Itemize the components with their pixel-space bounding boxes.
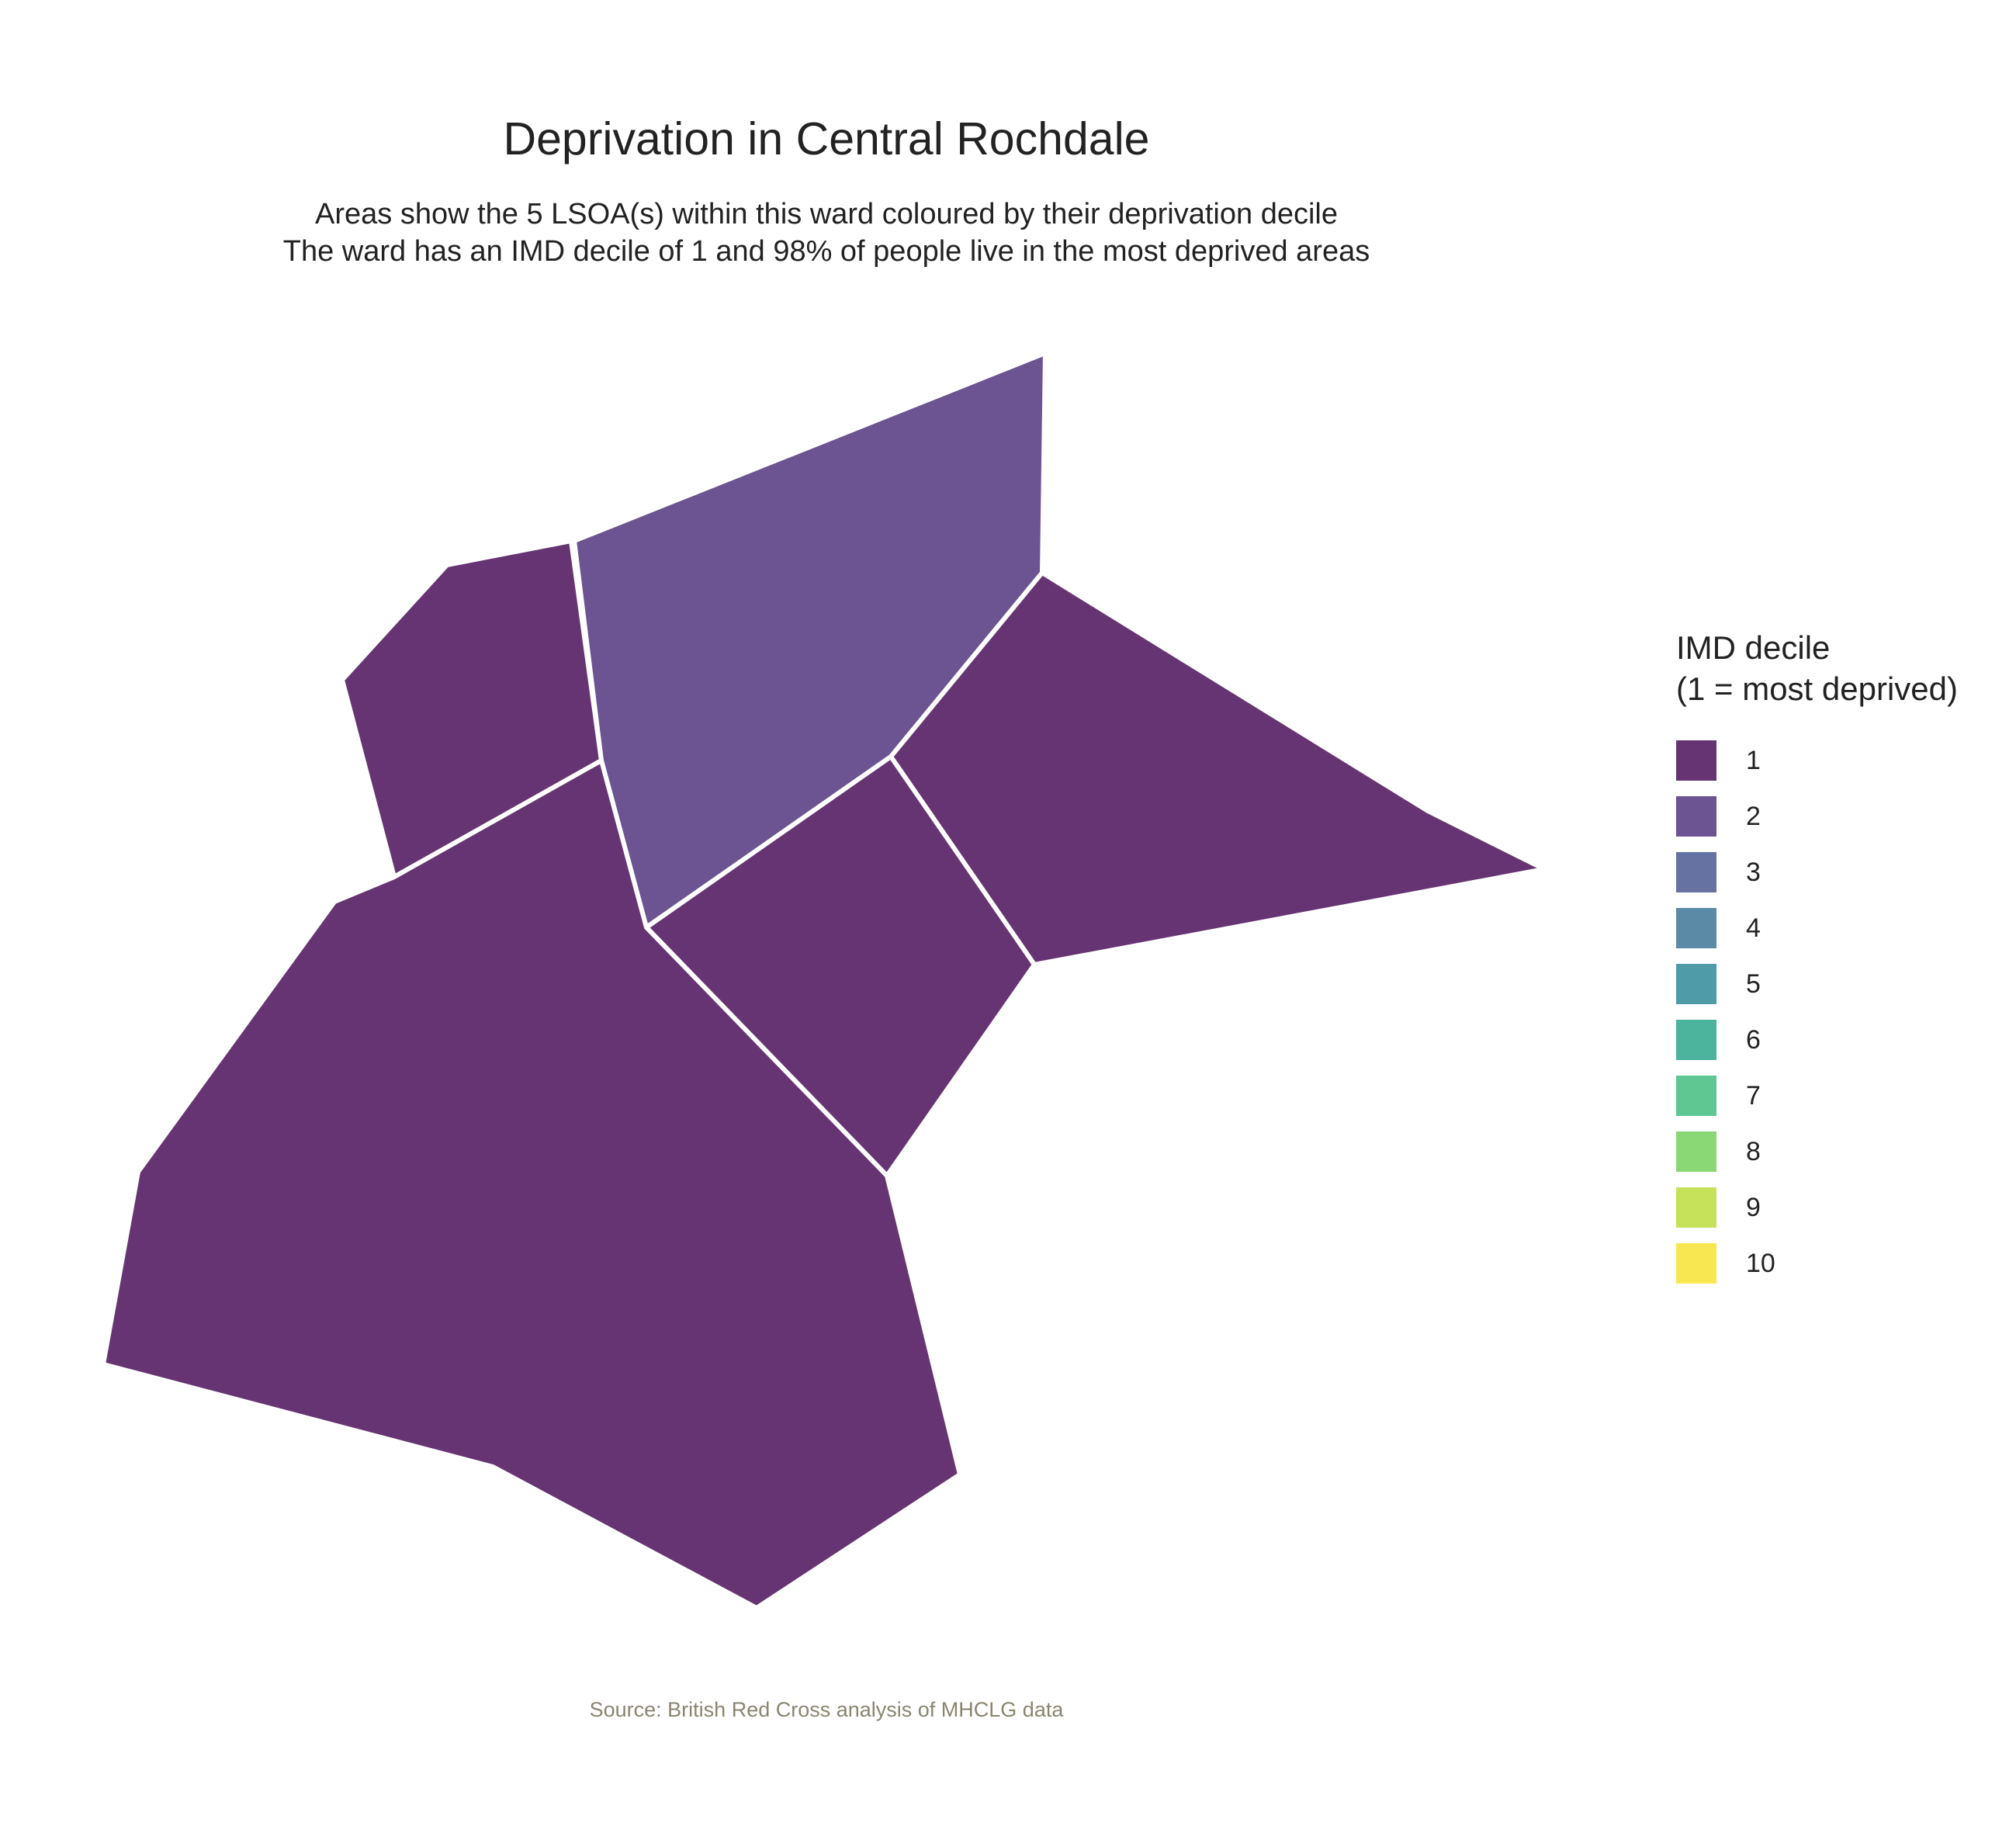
legend-label: 7 xyxy=(1746,1080,1761,1111)
legend-item: 8 xyxy=(1676,1124,1958,1180)
legend-label: 2 xyxy=(1746,801,1761,831)
legend-item: 1 xyxy=(1676,733,1958,788)
legend-swatch xyxy=(1676,1020,1716,1060)
legend-label: 6 xyxy=(1746,1024,1761,1055)
legend-item: 7 xyxy=(1676,1068,1958,1124)
chart-subtitle-line-1: Areas show the 5 LSOA(s) within this war… xyxy=(315,198,1338,230)
legend-items: 1 2 3 4 5 6 7 8 9 10 xyxy=(1676,733,1958,1291)
legend-swatch xyxy=(1676,740,1716,781)
legend-item: 4 xyxy=(1676,900,1958,956)
legend-swatch xyxy=(1676,1243,1716,1284)
chart-subtitle-line-2: The ward has an IMD decile of 1 and 98% … xyxy=(282,235,1370,268)
legend-label: 5 xyxy=(1746,968,1761,999)
legend-item: 9 xyxy=(1676,1180,1958,1235)
legend-swatch xyxy=(1676,852,1716,892)
legend-title-line-2: (1 = most deprived) xyxy=(1676,670,1958,707)
legend-item: 2 xyxy=(1676,788,1958,844)
chart-caption: Source: British Red Cross analysis of MH… xyxy=(589,1698,1064,1721)
legend-swatch xyxy=(1676,964,1716,1004)
legend: IMD decile (1 = most deprived) 1 2 3 4 5… xyxy=(1676,627,1958,1291)
legend-title: IMD decile (1 = most deprived) xyxy=(1676,627,1958,709)
lsoa-area-east[interactable] xyxy=(888,570,1547,967)
legend-swatch xyxy=(1676,1187,1716,1228)
legend-swatch xyxy=(1676,908,1716,948)
lsoa-area-south-large[interactable] xyxy=(101,758,962,1610)
legend-item: 6 xyxy=(1676,1012,1958,1068)
legend-label: 8 xyxy=(1746,1136,1761,1166)
legend-label: 10 xyxy=(1746,1248,1775,1278)
legend-label: 3 xyxy=(1746,857,1761,887)
legend-label: 4 xyxy=(1746,913,1761,943)
legend-swatch xyxy=(1676,1131,1716,1172)
legend-item: 10 xyxy=(1676,1235,1958,1291)
legend-item: 3 xyxy=(1676,844,1958,900)
legend-item: 5 xyxy=(1676,956,1958,1012)
legend-swatch xyxy=(1676,796,1716,837)
legend-label: 9 xyxy=(1746,1192,1761,1222)
legend-swatch xyxy=(1676,1076,1716,1116)
legend-title-line-1: IMD decile xyxy=(1676,629,1831,666)
legend-label: 1 xyxy=(1746,745,1761,775)
chart-title: Deprivation in Central Rochdale xyxy=(503,113,1150,165)
